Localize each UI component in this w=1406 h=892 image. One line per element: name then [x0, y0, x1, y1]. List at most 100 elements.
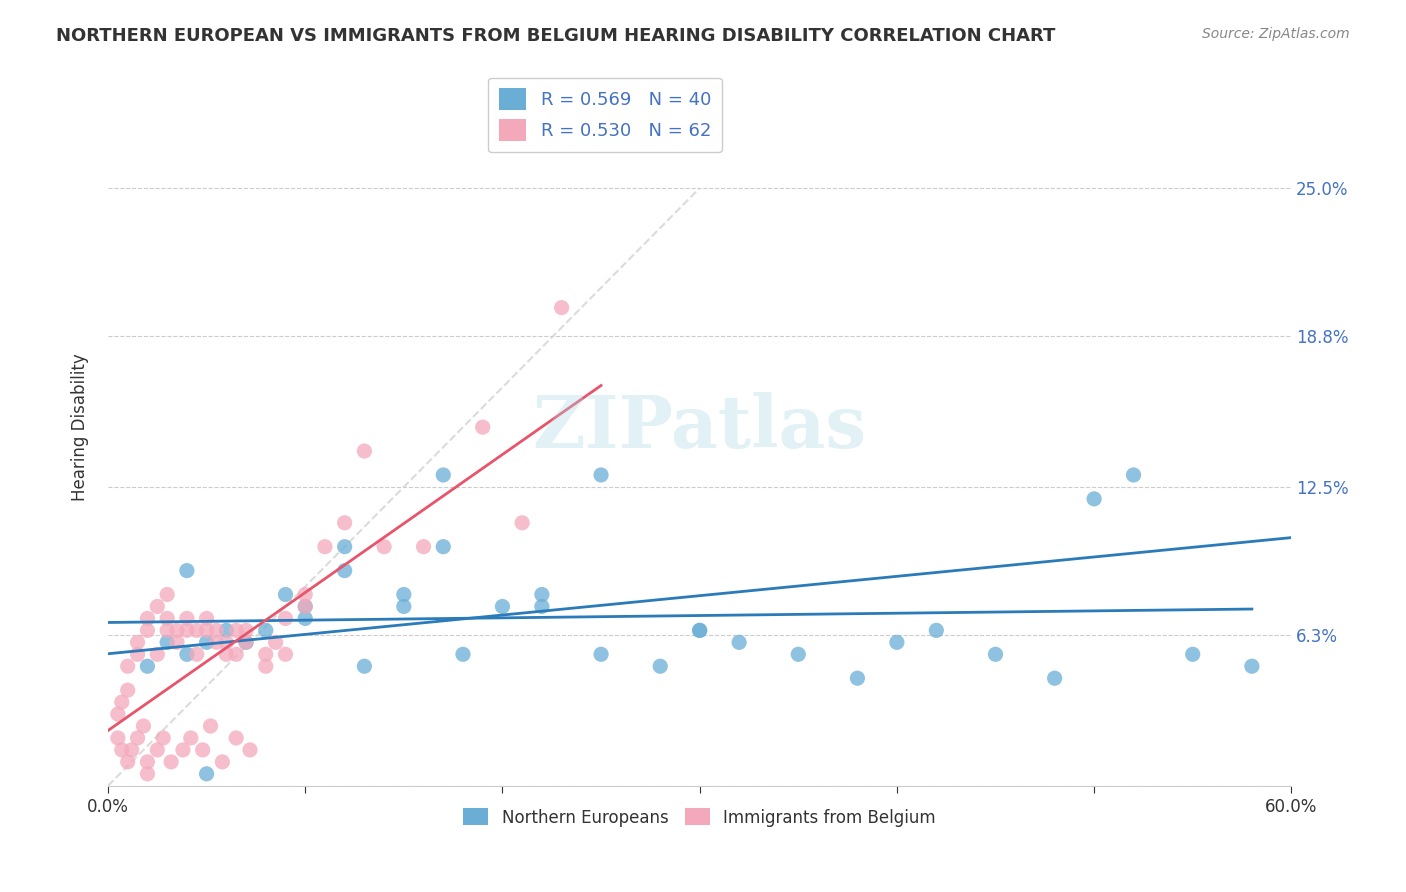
Text: NORTHERN EUROPEAN VS IMMIGRANTS FROM BELGIUM HEARING DISABILITY CORRELATION CHAR: NORTHERN EUROPEAN VS IMMIGRANTS FROM BEL… — [56, 27, 1056, 45]
Point — [225, 731, 247, 745]
Point — [432, 467, 454, 482]
Point — [136, 755, 159, 769]
Point — [117, 683, 139, 698]
Point — [156, 635, 179, 649]
Point — [211, 755, 233, 769]
Point — [550, 301, 572, 315]
Point — [373, 540, 395, 554]
Point — [235, 635, 257, 649]
Point — [176, 648, 198, 662]
Point — [186, 648, 208, 662]
Point — [530, 599, 553, 614]
Text: ZIPatlas: ZIPatlas — [533, 392, 866, 463]
Point — [274, 587, 297, 601]
Point — [530, 587, 553, 601]
Point — [412, 540, 434, 554]
Point — [156, 624, 179, 638]
Point — [1122, 467, 1144, 482]
Point — [132, 719, 155, 733]
Point — [510, 516, 533, 530]
Point — [1043, 671, 1066, 685]
Point — [176, 611, 198, 625]
Point — [205, 635, 228, 649]
Point — [215, 635, 238, 649]
Point — [136, 659, 159, 673]
Point — [294, 587, 316, 601]
Point — [205, 624, 228, 638]
Point — [215, 624, 238, 638]
Point — [136, 767, 159, 781]
Point — [146, 743, 169, 757]
Point — [195, 611, 218, 625]
Point — [195, 624, 218, 638]
Point — [195, 767, 218, 781]
Point — [650, 659, 672, 673]
Point — [200, 719, 222, 733]
Point — [225, 648, 247, 662]
Point — [152, 731, 174, 745]
Text: Source: ZipAtlas.com: Source: ZipAtlas.com — [1202, 27, 1350, 41]
Point — [589, 648, 612, 662]
Point — [589, 467, 612, 482]
Point — [107, 731, 129, 745]
Point — [471, 420, 494, 434]
Point — [264, 635, 287, 649]
Point — [156, 611, 179, 625]
Point — [117, 755, 139, 769]
Point — [156, 587, 179, 601]
Point — [728, 635, 751, 649]
Point — [111, 695, 134, 709]
Point — [491, 599, 513, 614]
Point — [239, 743, 262, 757]
Point — [314, 540, 336, 554]
Point — [925, 624, 948, 638]
Point — [225, 624, 247, 638]
Point — [451, 648, 474, 662]
Y-axis label: Hearing Disability: Hearing Disability — [72, 353, 89, 501]
Point — [121, 743, 143, 757]
Point — [846, 671, 869, 685]
Point — [689, 624, 711, 638]
Point — [127, 648, 149, 662]
Point — [180, 731, 202, 745]
Point — [195, 635, 218, 649]
Point — [689, 624, 711, 638]
Point — [136, 611, 159, 625]
Point — [333, 564, 356, 578]
Point — [235, 624, 257, 638]
Point — [172, 743, 194, 757]
Point — [127, 731, 149, 745]
Point — [215, 648, 238, 662]
Point — [254, 648, 277, 662]
Point — [146, 648, 169, 662]
Point — [235, 635, 257, 649]
Point — [146, 599, 169, 614]
Point — [107, 707, 129, 722]
Point — [166, 624, 188, 638]
Point — [294, 611, 316, 625]
Point — [333, 540, 356, 554]
Point — [160, 755, 183, 769]
Point — [353, 444, 375, 458]
Point — [117, 659, 139, 673]
Point — [176, 564, 198, 578]
Point — [787, 648, 810, 662]
Point — [166, 635, 188, 649]
Point — [1181, 648, 1204, 662]
Point — [432, 540, 454, 554]
Point — [274, 648, 297, 662]
Legend: Northern Europeans, Immigrants from Belgium: Northern Europeans, Immigrants from Belg… — [456, 800, 945, 835]
Point — [136, 624, 159, 638]
Point — [333, 516, 356, 530]
Point — [353, 659, 375, 673]
Point — [886, 635, 908, 649]
Point — [1240, 659, 1263, 673]
Point — [294, 599, 316, 614]
Point — [1083, 491, 1105, 506]
Point — [392, 599, 415, 614]
Point — [186, 624, 208, 638]
Point — [191, 743, 214, 757]
Point — [274, 611, 297, 625]
Point — [254, 659, 277, 673]
Point — [127, 635, 149, 649]
